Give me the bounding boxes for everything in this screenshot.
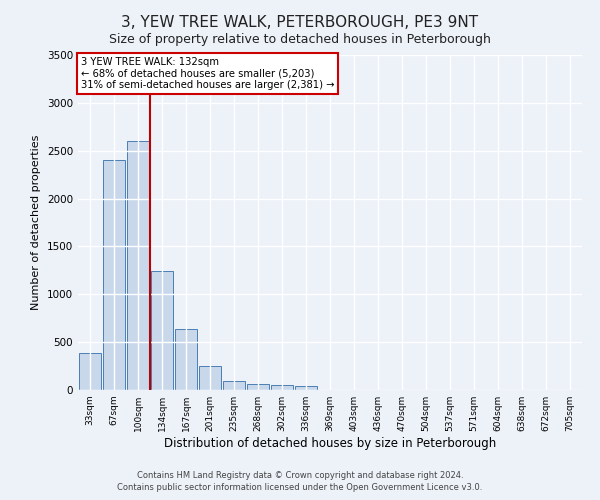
- X-axis label: Distribution of detached houses by size in Peterborough: Distribution of detached houses by size …: [164, 437, 496, 450]
- Text: 3, YEW TREE WALK, PETERBOROUGH, PE3 9NT: 3, YEW TREE WALK, PETERBOROUGH, PE3 9NT: [121, 15, 479, 30]
- Bar: [247, 384, 269, 390]
- Bar: [223, 381, 245, 390]
- Bar: [151, 272, 173, 390]
- Text: Contains HM Land Registry data © Crown copyright and database right 2024.
Contai: Contains HM Land Registry data © Crown c…: [118, 471, 482, 492]
- Y-axis label: Number of detached properties: Number of detached properties: [31, 135, 41, 310]
- Bar: [79, 352, 101, 390]
- Bar: [199, 366, 221, 390]
- Bar: [175, 328, 197, 390]
- Text: 3 YEW TREE WALK: 132sqm
← 68% of detached houses are smaller (5,203)
31% of semi: 3 YEW TREE WALK: 132sqm ← 68% of detache…: [80, 56, 334, 90]
- Bar: [103, 160, 125, 390]
- Bar: [271, 384, 293, 390]
- Text: Size of property relative to detached houses in Peterborough: Size of property relative to detached ho…: [109, 32, 491, 46]
- Bar: [295, 386, 317, 390]
- Bar: [127, 141, 149, 390]
